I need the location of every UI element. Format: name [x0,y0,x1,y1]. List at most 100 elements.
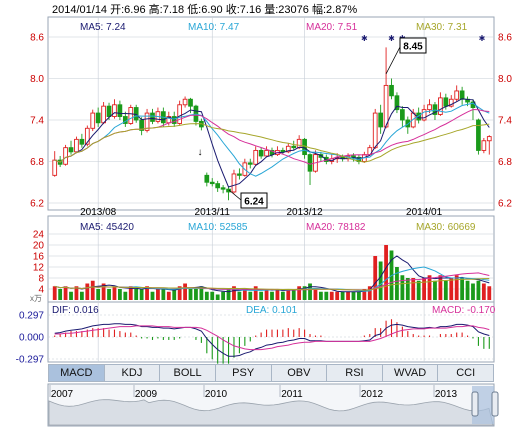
volume-bar [373,256,378,300]
volume-bar [248,291,253,300]
dea-line [54,325,490,351]
candle [378,104,383,134]
volume-bar [471,283,475,300]
event-marker-icon[interactable]: ✱ [479,34,486,43]
candle [220,185,226,194]
candle [372,108,378,150]
volume-bar [69,291,73,300]
indicator-tabs: MACD KDJ BOLL PSY OBV RSI WVAD CCI [48,364,494,382]
candle [421,104,427,122]
volume-bar [242,289,247,300]
candle [285,143,291,154]
volume-bar [400,275,405,300]
volume-bar [264,289,269,300]
vol-ma5-legend: MA5: 45420 [80,222,134,233]
volume-bar [150,291,155,300]
candle [291,140,297,151]
volume-bar [487,286,492,300]
volume-bar [253,286,258,300]
tab-rsi[interactable]: RSI [327,365,383,381]
volume-bar [427,275,432,300]
volume-bar [411,278,416,300]
candle [476,118,481,155]
price-ma5-legend: MA5: 7.24 [80,22,126,33]
tab-psy[interactable]: PSY [216,365,272,381]
event-marker-icon[interactable]: ✱ [361,34,368,43]
volume-bar [101,283,106,300]
tab-macd[interactable]: MACD [49,365,105,381]
navigator-area [48,399,494,426]
volume-bar [112,286,117,300]
volume-bar [259,291,264,300]
candle [112,99,117,119]
volume-bar [226,289,231,300]
candle [74,136,79,154]
quote-volume: 量:23076 [264,4,309,16]
volume-bar [232,286,236,300]
volume-bar [96,289,101,300]
volume-bar [297,286,302,300]
volume-bar [85,283,90,300]
volume-bar [161,289,166,300]
tab-obv[interactable]: OBV [272,365,328,381]
volume-bar [280,291,285,300]
volume-bar [90,280,95,300]
volume-bar [460,278,465,300]
candle [264,146,269,158]
price-y-tick-left: 6.8 [30,157,44,168]
volume-bar [237,291,242,300]
candle [117,100,123,120]
volume-bar [357,291,361,300]
vol-ma30-line [54,278,490,291]
volume-bar [79,291,84,300]
volume-bar [139,289,144,300]
volume-bar [384,245,388,300]
volume-bar [270,291,274,300]
price-y-tick-left: 8.6 [30,33,44,44]
volume-bar [177,286,182,300]
dif-line [54,323,490,357]
candle [226,186,231,201]
tab-wvad[interactable]: WVAD [383,365,439,381]
candle [182,96,188,108]
volume-bar [52,286,57,300]
candle [209,178,215,187]
tab-kdj[interactable]: KDJ [105,365,161,381]
volume-bar [128,286,133,300]
volume-bar [275,289,280,300]
volume-y-tick: 20 [33,241,45,252]
candle [486,135,492,155]
price-y-tick-right: 6.2 [498,199,512,210]
volume-bar [351,291,356,300]
volume-bar [123,291,128,300]
candle [405,116,411,134]
price-y-tick-right: 8.0 [498,74,512,85]
volume-bar [183,283,187,300]
navigator-year-label: 2011 [281,389,303,400]
volume-bar [63,286,68,300]
ma5-line [54,98,490,188]
event-marker-icon[interactable]: ✱ [388,34,395,43]
dividend-marker-icon[interactable]: ↓ [198,147,203,158]
tab-boll[interactable]: BOLL [160,365,216,381]
volume-unit-label: x万 [30,294,42,303]
tab-cci[interactable]: CCI [456,367,476,379]
volume-bar [340,291,345,300]
candle [128,104,134,125]
volume-bar [145,286,149,300]
macd-dif-legend: DIF: 0.016 [52,305,99,316]
candle [454,85,460,103]
navigator-left-handle[interactable] [471,391,479,417]
candle [84,125,90,147]
navigator-right-handle[interactable] [491,391,499,417]
price-y-tick-left: 6.2 [30,199,44,210]
volume-bar [134,289,139,300]
volume-bar [405,278,410,300]
volume-bar [194,289,198,300]
volume-bar [422,278,426,300]
volume-bar [449,278,454,300]
candle [231,169,237,194]
volume-bar [324,291,329,300]
